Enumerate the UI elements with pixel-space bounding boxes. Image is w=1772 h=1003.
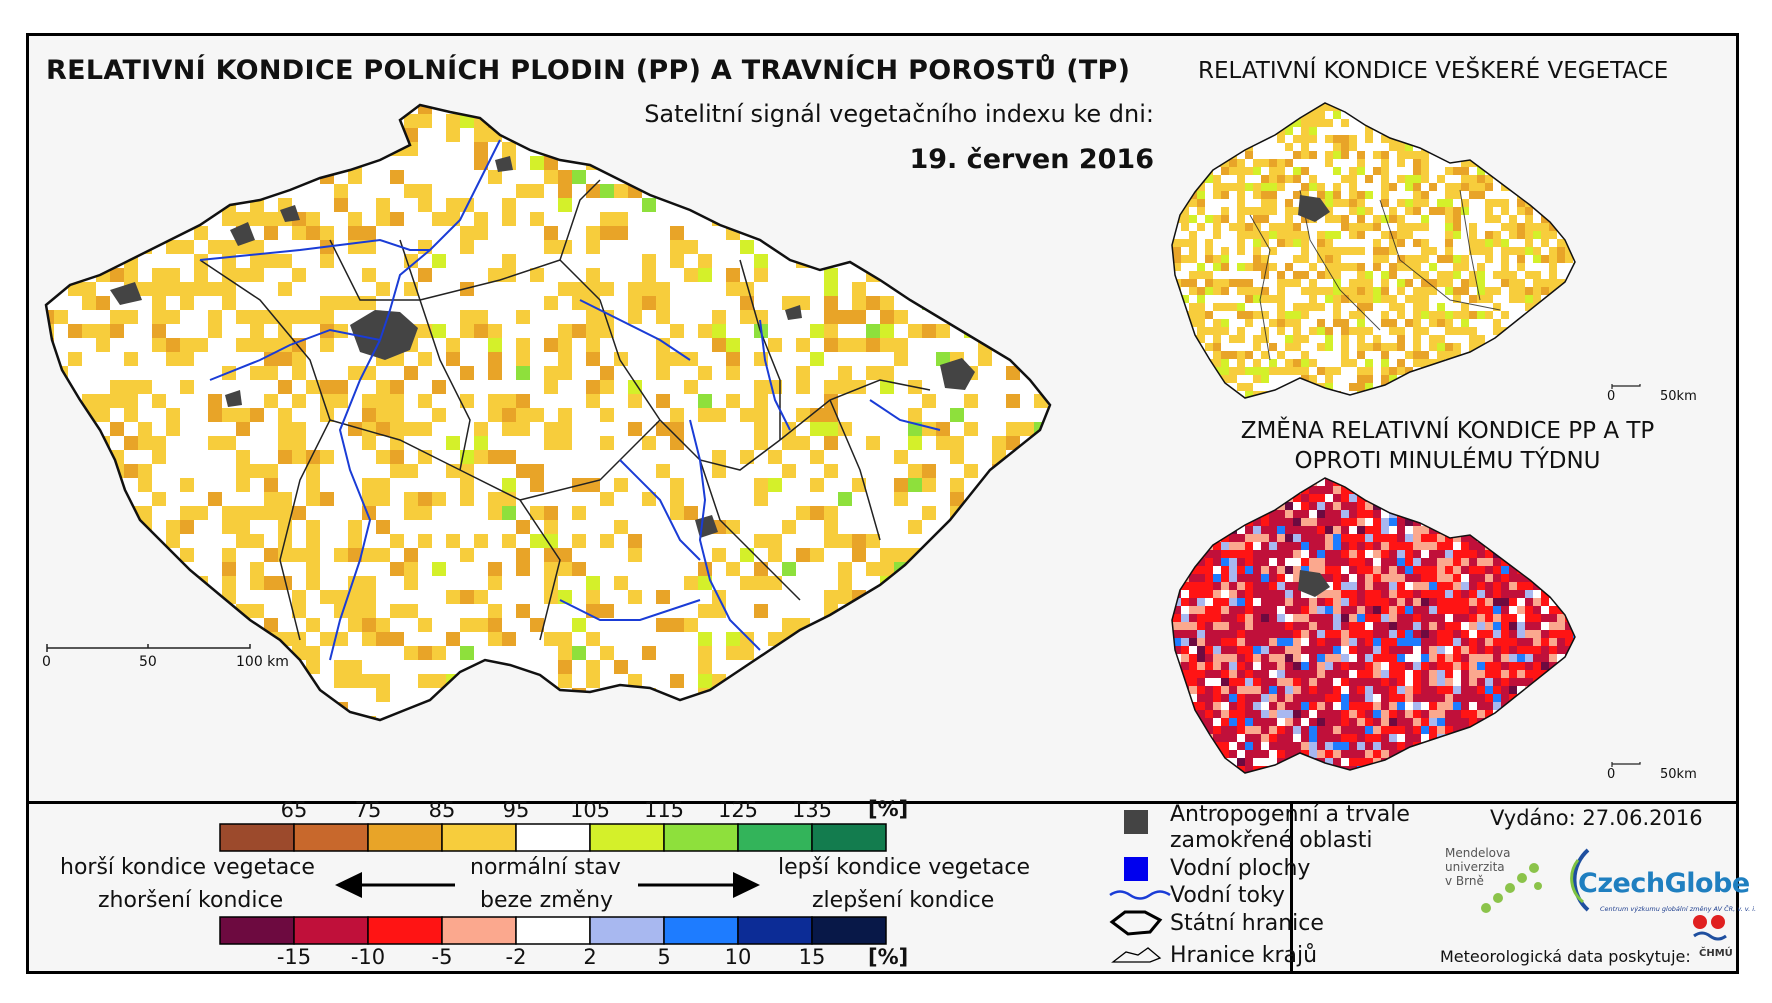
condition-tick: 85 xyxy=(428,798,456,822)
vegetation-title: RELATIVNÍ KONDICE VEŠKERÉ VEGETACE xyxy=(1198,58,1669,84)
better-vegetation-label: lepší kondice vegetace xyxy=(778,855,1031,880)
change-tick: -2 xyxy=(505,945,527,969)
legend-region-border: Hranice krajů xyxy=(1170,943,1318,968)
chmu-logo-icon xyxy=(1693,915,1727,941)
condition-tick: 125 xyxy=(717,798,759,822)
legend-state-border: Státní hranice xyxy=(1170,911,1324,936)
main-scale-bar xyxy=(46,644,251,652)
condition-tick: 115 xyxy=(643,798,685,822)
state-border-icon xyxy=(1109,910,1163,936)
main-title: RELATIVNÍ KONDICE POLNÍCH PLODIN (PP) A … xyxy=(46,55,1131,86)
small-scale-50-b: 50km xyxy=(1660,767,1697,782)
change-tick: -5 xyxy=(431,945,453,969)
condition-swatch xyxy=(589,823,665,852)
czechglobe-logo-text: CzechGlobe xyxy=(1578,868,1750,899)
anthropogenic-swatch-icon xyxy=(1124,810,1148,834)
change-title: ZMĚNA RELATIVNÍ KONDICE PP A TP OPROTI M… xyxy=(1240,418,1655,474)
change-tick: -15 xyxy=(276,945,312,969)
region-border-icon xyxy=(1111,947,1162,963)
normal-state-label: normální stav xyxy=(470,855,621,880)
mendel-logo-icon xyxy=(1481,863,1542,913)
legend-divider-vertical xyxy=(1290,801,1293,974)
small-scale-50-a: 50km xyxy=(1660,389,1697,404)
region-borders xyxy=(199,179,931,641)
condition-swatch xyxy=(219,823,295,852)
change-swatch xyxy=(663,916,739,945)
main-scale-0: 0 xyxy=(42,654,51,670)
condition-tick: 65 xyxy=(280,798,308,822)
condition-swatch xyxy=(293,823,369,852)
change-swatch xyxy=(441,916,517,945)
condition-color-bar xyxy=(219,823,887,852)
czechglobe-logo-icon xyxy=(1570,848,1590,912)
issued-date: Vydáno: 27.06.2016 xyxy=(1490,806,1703,830)
legend-divider xyxy=(29,801,1736,804)
mendel-logo-text: Mendelova univerzita v Brně xyxy=(1445,846,1511,888)
main-scale-100: 100 km xyxy=(236,654,289,670)
legend-anthropogenic-line1: Antropogenní a trvale xyxy=(1170,802,1410,827)
date-label: 19. červen 2016 xyxy=(909,144,1154,175)
better-change-label: zlepšení kondice xyxy=(812,888,995,913)
no-change-label: beze změny xyxy=(480,888,614,913)
change-swatch xyxy=(811,916,887,945)
legend-rivers: Vodní toky xyxy=(1170,883,1285,908)
river-line-icon xyxy=(1109,890,1171,900)
condition-unit: [%] xyxy=(868,797,909,821)
small-scale-0-b: 0 xyxy=(1607,767,1616,782)
change-swatch xyxy=(219,916,295,945)
change-tick: -10 xyxy=(350,945,386,969)
change-swatch xyxy=(589,916,665,945)
small-scale-0-a: 0 xyxy=(1607,389,1616,404)
right-arrow-icon xyxy=(733,872,760,898)
condition-tick: 135 xyxy=(791,798,833,822)
condition-swatch xyxy=(515,823,591,852)
condition-tick: 105 xyxy=(569,798,611,822)
meteo-credit: Meteorologická data poskytuje: xyxy=(1440,947,1691,966)
condition-tick: 95 xyxy=(502,798,530,822)
chmu-logo-text: ČHMÚ xyxy=(1699,948,1733,959)
change-color-bar xyxy=(219,916,887,945)
condition-swatch xyxy=(811,823,887,852)
left-arrow-icon xyxy=(335,872,362,898)
rivers xyxy=(199,139,941,661)
czechglobe-logo-subtext: Centrum výzkumu globální změny AV ČR, v.… xyxy=(1600,905,1757,913)
change-tick: 10 xyxy=(724,945,752,969)
change-swatch xyxy=(737,916,813,945)
worse-vegetation-label: horší kondice vegetace xyxy=(60,855,315,880)
change-tick: 5 xyxy=(657,945,671,969)
subtitle: Satelitní signál vegetačního indexu ke d… xyxy=(644,100,1154,128)
condition-tick: 75 xyxy=(354,798,382,822)
condition-swatch xyxy=(663,823,739,852)
water-swatch-icon xyxy=(1124,857,1148,881)
legend-anthropogenic-line2: zamokřené oblasti xyxy=(1170,828,1373,853)
change-tick: 15 xyxy=(798,945,826,969)
worse-change-label: zhoršení kondice xyxy=(98,888,284,913)
change-tick: 2 xyxy=(583,945,597,969)
legend-water-bodies: Vodní plochy xyxy=(1170,856,1311,881)
main-scale-50: 50 xyxy=(139,654,157,670)
change-unit: [%] xyxy=(868,945,909,969)
